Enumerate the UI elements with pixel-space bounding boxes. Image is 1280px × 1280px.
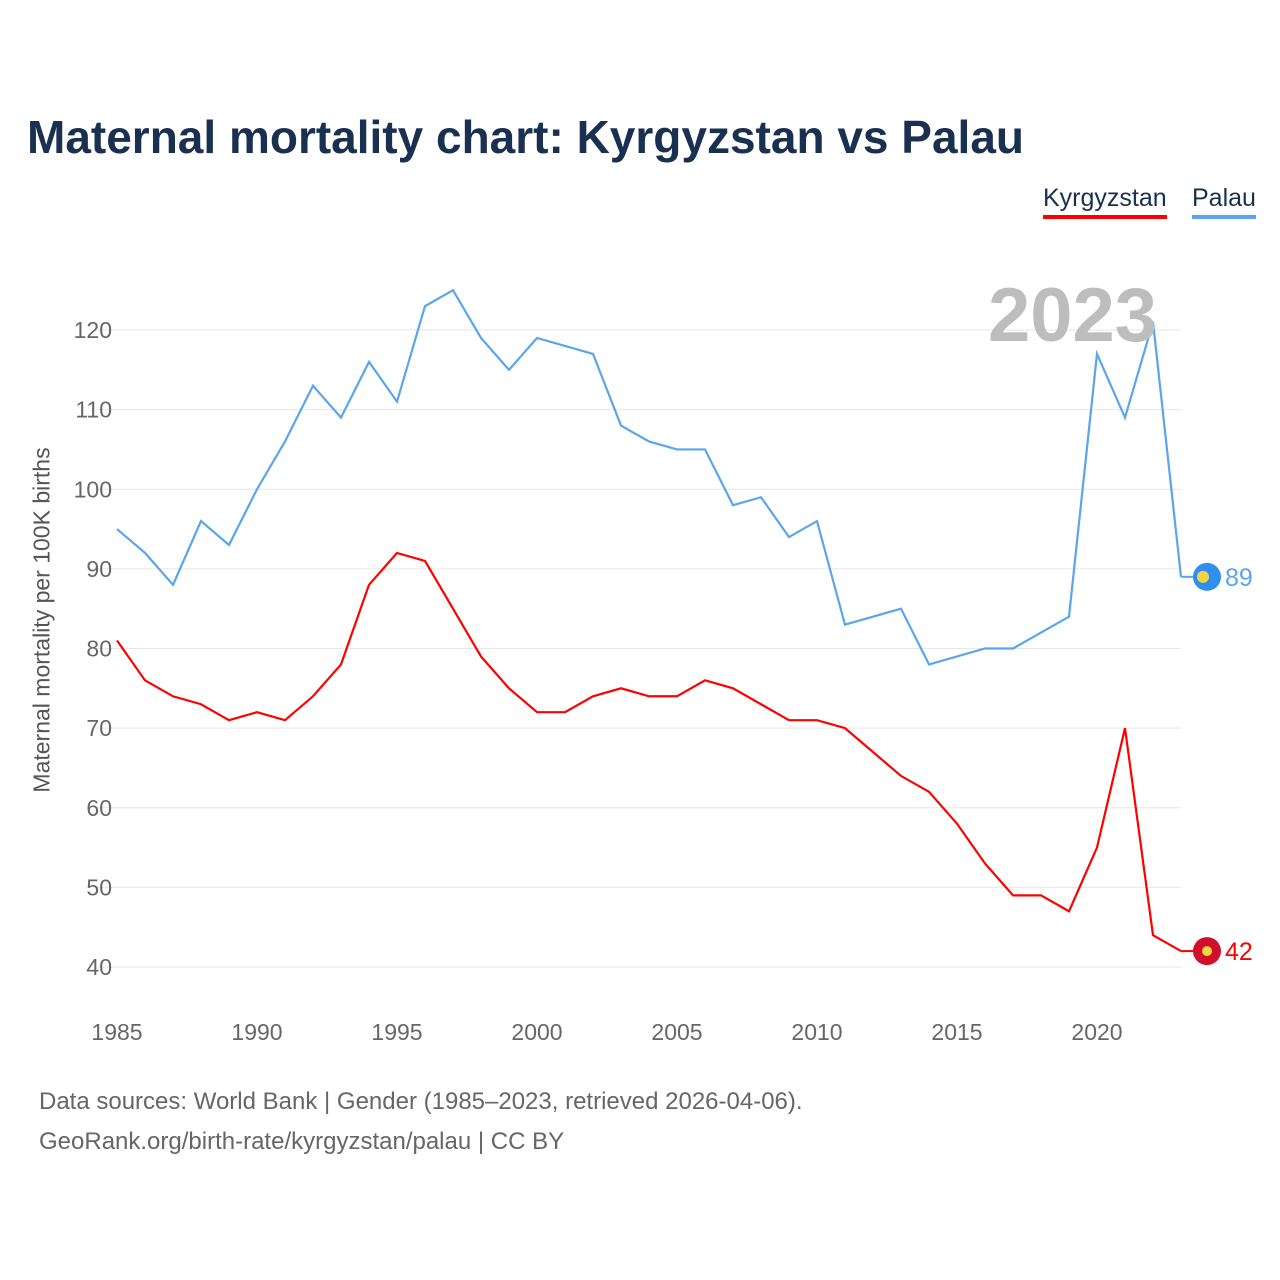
y-tick-label: 80 [86, 636, 112, 662]
year-watermark: 2023 [988, 273, 1158, 358]
legend-kyrgyzstan[interactable]: Kyrgyzstan [1043, 184, 1167, 219]
y-tick-label: 40 [86, 954, 112, 980]
y-tick-label: 90 [86, 556, 112, 582]
flag-emblem-icon [1202, 946, 1212, 957]
line-palau [116, 288, 1183, 666]
y-tick-label: 100 [74, 476, 112, 502]
x-tick-label: 2020 [1071, 1019, 1122, 1045]
x-tick-label: 2000 [511, 1019, 562, 1045]
line-kyrgyzstan [116, 551, 1182, 953]
y-tick-label: 50 [86, 874, 112, 900]
x-tick-label: 1990 [231, 1019, 282, 1045]
y-tick-label: 110 [75, 397, 112, 423]
x-tick-label: 1985 [91, 1019, 142, 1045]
end-value-label: 42 [1225, 938, 1253, 966]
x-tick-label: 2005 [651, 1019, 702, 1045]
flag-emblem-icon [1197, 570, 1209, 583]
end-value-label: 89 [1225, 564, 1253, 592]
source-note: Data sources: World Bank | Gender (1985–… [39, 1088, 803, 1115]
y-tick-label: 70 [86, 715, 112, 741]
x-tick-label: 2015 [931, 1019, 982, 1045]
x-tick-label: 1995 [371, 1019, 422, 1045]
source-link[interactable]: GeoRank.org/birth-rate/kyrgyzstan/palau … [39, 1128, 565, 1155]
y-tick-label: 60 [86, 795, 112, 821]
y-tick-label: 120 [74, 317, 112, 343]
legend-palau[interactable]: Palau [1192, 184, 1256, 219]
x-tick-label: 2010 [791, 1019, 842, 1045]
chart-title: Maternal mortality chart: Kyrgyzstan vs … [27, 111, 1024, 163]
